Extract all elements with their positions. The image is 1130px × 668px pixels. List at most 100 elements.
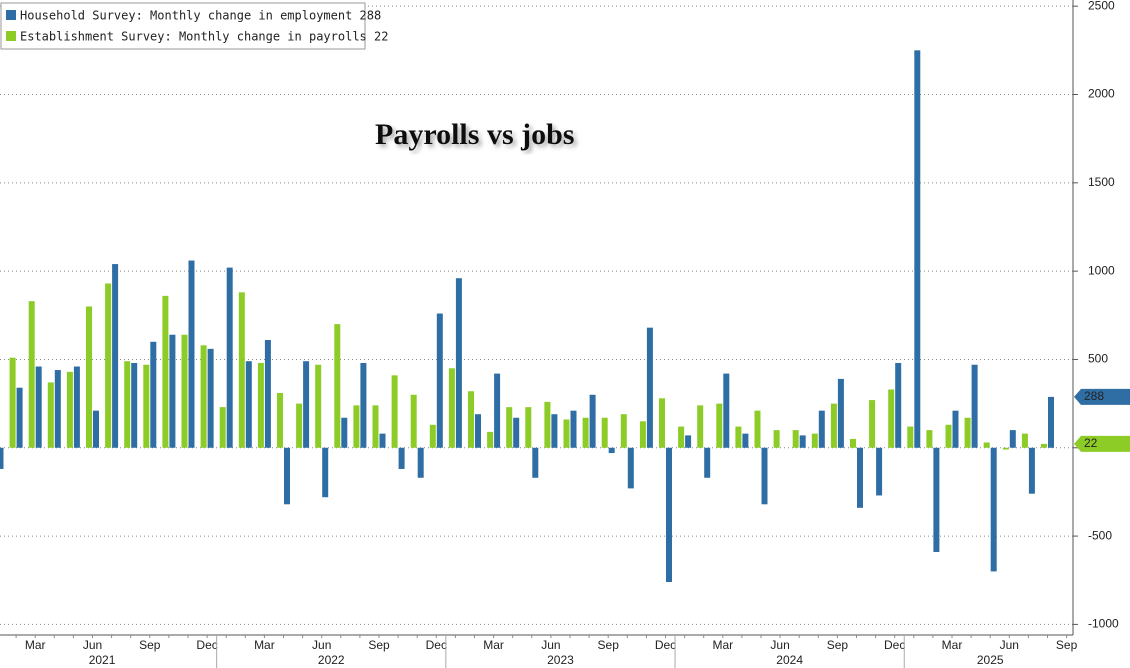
bar [513, 417, 520, 448]
bar [544, 401, 551, 448]
bar [945, 424, 952, 448]
bar [811, 433, 818, 448]
bar [1048, 396, 1054, 448]
bar [627, 447, 634, 489]
bar [112, 264, 119, 448]
y-tick-label: 1000 [1088, 263, 1115, 277]
bar [169, 334, 176, 448]
x-tick-label: Sep [1056, 638, 1078, 652]
bar [245, 361, 252, 448]
bar [601, 417, 608, 448]
x-tick-label: Dec [426, 638, 447, 652]
bar [238, 292, 245, 448]
bar [410, 394, 417, 448]
bar [303, 361, 310, 448]
bar [143, 364, 150, 448]
bar [754, 410, 761, 448]
bar [869, 400, 876, 448]
x-tick-label: Dec [884, 638, 905, 652]
x-tick-label: Dec [196, 638, 217, 652]
bar [895, 362, 902, 448]
bar [28, 301, 35, 448]
bar [448, 368, 455, 448]
bar [933, 447, 940, 552]
bar [277, 393, 283, 448]
bar [219, 407, 226, 448]
x-tick-label: Dec [655, 638, 676, 652]
legend-label: Establishment Survey: Monthly change in … [20, 30, 388, 44]
x-tick-label: Jun [541, 638, 560, 652]
bar [436, 313, 443, 448]
bar [646, 327, 653, 448]
bar [124, 361, 131, 448]
bar [850, 438, 856, 448]
bar [73, 366, 80, 448]
bar [200, 345, 207, 448]
x-group-label: 2025 [977, 653, 1004, 667]
bar [1009, 430, 1016, 448]
bar [857, 447, 863, 508]
y-tick-label: 2500 [1088, 0, 1115, 12]
value-tag-label: 288 [1084, 389, 1104, 403]
bar [837, 378, 844, 448]
bar [93, 410, 99, 448]
bar [468, 391, 474, 448]
bar [1028, 447, 1035, 494]
bar [608, 447, 615, 454]
bar [914, 50, 921, 448]
legend: Household Survey: Monthly change in empl… [0, 2, 388, 50]
chart-title: Payrolls vs jobs [375, 118, 574, 151]
bar [830, 403, 837, 448]
grid [0, 5, 1073, 625]
bar [876, 447, 883, 496]
bar [666, 447, 672, 583]
bar [799, 435, 806, 448]
x-tick-label: Mar [712, 638, 733, 652]
bar [487, 431, 494, 448]
legend-swatch [6, 31, 16, 41]
bar [181, 334, 188, 448]
bar [494, 373, 501, 448]
bar [35, 366, 42, 448]
bar [66, 371, 73, 448]
bar [697, 405, 704, 448]
bar [639, 421, 646, 448]
bar [417, 447, 424, 478]
bar [685, 435, 692, 448]
bar [207, 348, 214, 448]
bar [525, 407, 532, 448]
bar [322, 447, 329, 498]
x-tick-label: Jun [1000, 638, 1019, 652]
bar [360, 362, 367, 448]
bars [0, 50, 1054, 583]
bar [226, 267, 233, 448]
bar [888, 389, 895, 448]
bar [296, 403, 303, 448]
bar [398, 447, 405, 469]
x-tick-label: Sep [368, 638, 390, 652]
bar [792, 430, 799, 448]
bar [131, 362, 138, 448]
bar [47, 382, 54, 448]
bar [372, 405, 379, 448]
bar [188, 260, 195, 448]
bar [551, 414, 558, 448]
bar [105, 283, 112, 448]
bar [570, 410, 577, 448]
bar [926, 430, 933, 448]
bar [990, 447, 997, 572]
bar [429, 424, 436, 448]
bar [1041, 443, 1047, 448]
bar [86, 306, 92, 448]
bar [391, 375, 398, 448]
value-tag [1074, 388, 1130, 405]
bar [315, 364, 322, 448]
bar [341, 417, 348, 448]
bar [264, 340, 271, 448]
x-tick-label: Mar [942, 638, 963, 652]
x-tick-label: Jun [312, 638, 331, 652]
y-tick-label: 1500 [1088, 175, 1115, 189]
x-tick-label: Mar [483, 638, 504, 652]
x-group-label: 2023 [547, 653, 574, 667]
bar [589, 394, 596, 448]
